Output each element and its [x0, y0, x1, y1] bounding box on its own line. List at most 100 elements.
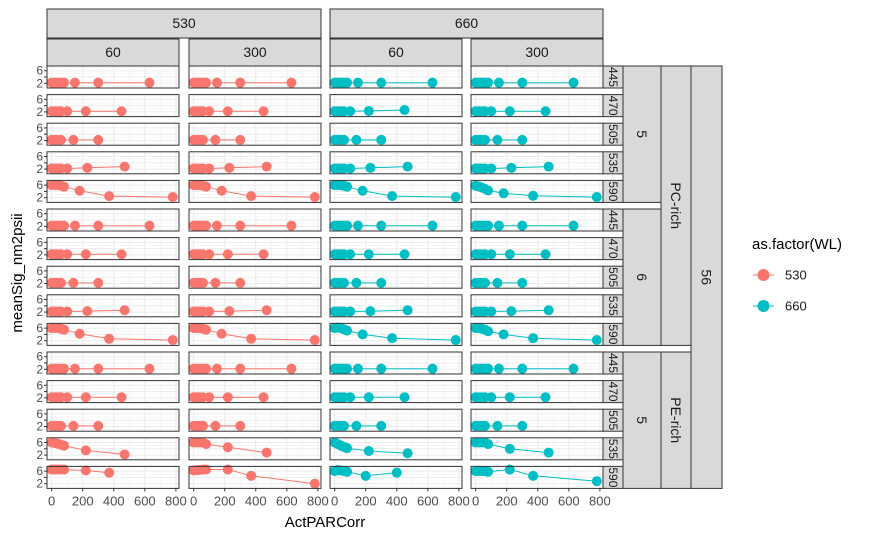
strip-sub-300 — [470, 38, 604, 67]
data-point — [201, 77, 212, 88]
y-tick-label: 6 — [36, 64, 43, 78]
data-point — [568, 363, 579, 374]
data-point — [201, 439, 212, 450]
panel-border — [329, 237, 463, 261]
panel — [470, 65, 604, 89]
panel — [188, 408, 322, 432]
data-point — [59, 77, 70, 88]
data-point — [338, 277, 349, 288]
data-point — [528, 470, 539, 481]
data-point — [492, 277, 503, 288]
data-point — [363, 105, 374, 116]
panel-border — [188, 265, 322, 289]
y-tick-label: 2 — [36, 477, 43, 491]
data-point — [568, 77, 579, 88]
strip-sub-label: 300 — [243, 44, 267, 60]
x-axis-title: ActPARCorr — [285, 514, 366, 531]
panel-border — [329, 408, 463, 432]
data-point — [80, 249, 91, 260]
data-point — [167, 335, 178, 346]
data-point — [450, 335, 461, 346]
data-point — [74, 328, 85, 339]
strip-wl-530 — [46, 8, 322, 39]
strip-row-label: 470 — [606, 239, 620, 259]
data-point — [93, 220, 104, 231]
data-point — [345, 306, 356, 317]
strip-row-label: 470 — [606, 382, 620, 402]
strip-wl-label: 530 — [172, 15, 196, 31]
strip-row-label: 470 — [606, 96, 620, 116]
panel — [329, 237, 463, 261]
panel-border — [188, 122, 322, 146]
data-point — [93, 363, 104, 374]
data-point — [68, 420, 79, 431]
data-point — [216, 328, 227, 339]
y-tick-label: 6 — [36, 264, 43, 278]
data-point — [144, 220, 155, 231]
panel — [46, 265, 180, 289]
panel — [329, 179, 463, 203]
data-point — [222, 249, 233, 260]
panel-border — [188, 408, 322, 432]
strip-row-label: 445 — [606, 210, 620, 230]
panel — [470, 94, 604, 118]
data-point — [360, 470, 371, 481]
panel — [188, 437, 322, 461]
data-point — [376, 420, 387, 431]
data-point — [59, 324, 70, 335]
panel — [329, 65, 463, 89]
x-tick-label: 0 — [331, 493, 338, 508]
panel — [329, 437, 463, 461]
panel — [188, 294, 322, 318]
panel — [46, 464, 180, 489]
panel-border — [188, 151, 322, 175]
panel — [46, 437, 180, 461]
panel — [188, 237, 322, 261]
data-point — [342, 466, 353, 477]
strip-group — [622, 65, 662, 203]
data-point — [517, 134, 528, 145]
strip-strain — [660, 351, 692, 489]
x-tick-label: 400 — [103, 493, 125, 508]
data-point — [68, 277, 79, 288]
y-tick-label: 6 — [36, 121, 43, 135]
panel — [470, 322, 604, 346]
data-point — [211, 363, 222, 374]
data-point — [201, 220, 212, 231]
data-point — [483, 220, 494, 231]
strip-row-label: 535 — [606, 296, 620, 316]
panel-border — [188, 208, 322, 232]
data-point — [144, 77, 155, 88]
data-point — [363, 392, 374, 403]
data-point — [246, 470, 257, 481]
data-point — [69, 363, 80, 374]
data-point — [568, 220, 579, 231]
data-point — [80, 392, 91, 403]
data-point — [376, 363, 387, 374]
strip-row-label: 590 — [606, 467, 620, 487]
data-point — [62, 306, 73, 317]
data-point — [55, 277, 66, 288]
facet-panels — [46, 65, 604, 489]
strip-strain — [660, 65, 692, 346]
x-tick-label: 600 — [558, 493, 580, 508]
legend: as.factor(WL) 530 660 — [752, 236, 842, 317]
data-point — [222, 442, 233, 453]
data-point — [59, 363, 70, 374]
data-point — [204, 306, 215, 317]
y-tick-label: 6 — [36, 207, 43, 221]
x-tick-label: 400 — [527, 493, 549, 508]
strip-group-label: 5 — [634, 130, 650, 138]
data-point — [528, 333, 539, 344]
y-tick-label: 6 — [36, 464, 43, 478]
panel — [188, 65, 322, 89]
panel — [470, 237, 604, 261]
data-point — [261, 447, 272, 458]
data-point — [258, 249, 269, 260]
panel — [46, 179, 180, 203]
data-point — [391, 467, 402, 478]
data-point — [591, 192, 602, 203]
panel-border — [329, 294, 463, 318]
data-point — [216, 185, 227, 196]
